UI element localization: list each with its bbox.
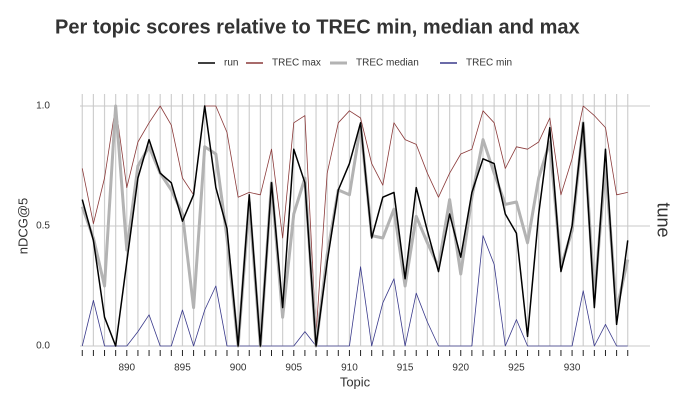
x-tick-label: 895 <box>174 363 191 374</box>
facet-label: tune <box>653 202 673 237</box>
x-tick-label: 930 <box>564 363 581 374</box>
legend-label: TREC min <box>466 58 512 69</box>
x-tick-label: 910 <box>341 363 358 374</box>
y-tick-label: 0.0 <box>36 341 50 352</box>
x-tick-label: 915 <box>397 363 414 374</box>
x-tick-label: 925 <box>508 363 525 374</box>
x-tick-label: 900 <box>230 363 247 374</box>
y-tick-label: 0.5 <box>36 221 50 232</box>
series-line <box>81 105 628 335</box>
series-line <box>81 235 628 347</box>
series-line <box>80 104 630 348</box>
x-tick-label: 920 <box>452 363 469 374</box>
legend-label: TREC median <box>356 58 419 69</box>
series-line <box>81 105 629 347</box>
x-tick-label: 905 <box>285 363 302 374</box>
x-axis-label: Topic <box>340 374 371 389</box>
legend-label: TREC max <box>272 58 321 69</box>
x-tick-label: 890 <box>118 363 135 374</box>
legend-label: run <box>224 58 238 69</box>
chart-title: Per topic scores relative to TREC min, m… <box>55 16 580 38</box>
y-tick-label: 1.0 <box>36 101 50 112</box>
y-axis-label: nDCG@5 <box>15 198 30 255</box>
